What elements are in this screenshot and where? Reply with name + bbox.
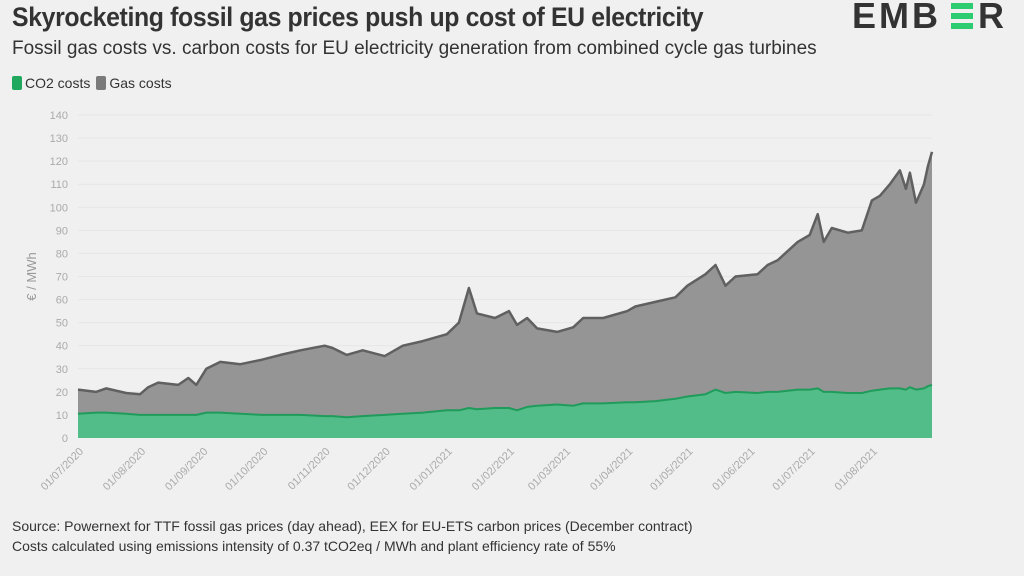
legend-item-gas[interactable]: Gas costs <box>96 75 172 91</box>
y-tick-label: 140 <box>50 110 68 122</box>
gas-costs-area <box>78 151 932 418</box>
x-tick-label: 01/08/2020 <box>101 446 148 493</box>
y-tick-label: 80 <box>56 248 68 260</box>
y-axis-label: € / MWh <box>24 252 39 300</box>
x-tick-label: 01/04/2021 <box>588 446 635 493</box>
x-tick-label: 01/09/2020 <box>163 446 210 493</box>
y-tick-label: 100 <box>50 202 68 214</box>
source-line-1: Source: Powernext for TTF fossil gas pri… <box>12 518 693 534</box>
x-tick-label: 01/02/2021 <box>470 446 517 493</box>
co2-costs-area <box>78 384 932 438</box>
x-tick-label: 01/05/2021 <box>648 446 695 493</box>
y-tick-label: 110 <box>50 179 68 191</box>
y-tick-label: 60 <box>56 295 68 307</box>
y-tick-label: 30 <box>56 364 68 376</box>
y-tick-label: 50 <box>56 318 68 330</box>
x-tick-label: 01/01/2021 <box>408 446 455 493</box>
y-tick-label: 90 <box>56 225 68 237</box>
y-tick-label: 40 <box>56 341 68 353</box>
area-chart: 0 10 20 30 40 50 60 70 80 90 100 110 120 130 140 € / MW… <box>24 110 934 493</box>
legend-swatch-gas <box>96 76 107 90</box>
svg-text:R: R <box>978 0 1004 34</box>
ember-logo: EMB R <box>852 0 1004 34</box>
x-tick-label: 01/06/2021 <box>710 446 757 493</box>
y-tick-label: 70 <box>56 272 68 284</box>
x-tick-label: 01/11/2020 <box>286 446 333 493</box>
x-tick-label: 01/03/2021 <box>526 446 573 493</box>
y-tick-label: 20 <box>56 387 68 399</box>
source-note: Source: Powernext for TTF fossil gas pri… <box>12 516 693 556</box>
y-tick-label: 0 <box>62 433 68 445</box>
y-tick-label: 130 <box>50 133 68 145</box>
legend: CO2 costs Gas costs <box>12 75 174 91</box>
chart-title: Skyrocketing fossil gas prices push up c… <box>12 2 704 32</box>
x-tick-label: 01/07/2020 <box>39 446 86 493</box>
gas-costs-line <box>77 151 934 396</box>
legend-swatch-co2 <box>12 76 22 90</box>
co2-costs-line <box>77 383 933 419</box>
x-tick-label: 01/07/2021 <box>770 446 817 493</box>
source-line-2: Costs calculated using emissions intensi… <box>12 538 616 554</box>
chart-subtitle: Fossil gas costs vs. carbon costs for EU… <box>12 38 817 59</box>
x-tick-label: 01/12/2020 <box>345 446 392 493</box>
x-tick-label: 01/08/2021 <box>833 446 880 493</box>
legend-item-co2[interactable]: CO2 costs <box>12 75 90 91</box>
y-tick-label: 10 <box>56 410 68 422</box>
y-tick-label: 120 <box>50 156 68 168</box>
legend-label: CO2 costs <box>25 75 91 91</box>
legend-label: Gas costs <box>109 75 172 91</box>
x-tick-label: 01/10/2020 <box>223 446 270 493</box>
svg-text:EMB: EMB <box>852 0 941 34</box>
